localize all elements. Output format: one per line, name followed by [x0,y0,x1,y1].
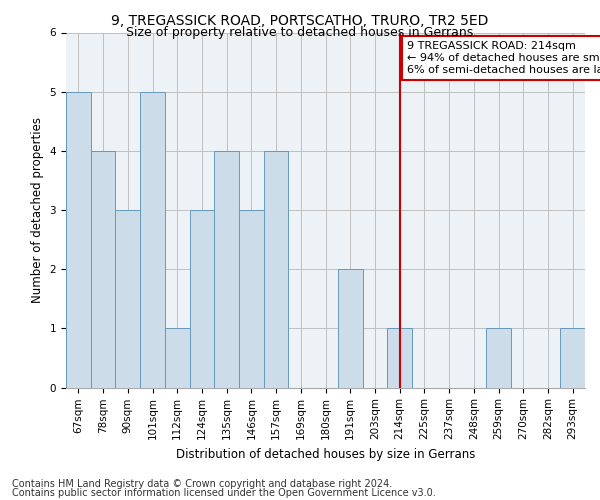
Bar [214,151,239,388]
Text: 9 TREGASSICK ROAD: 214sqm
← 94% of detached houses are smaller (34)
6% of semi-d: 9 TREGASSICK ROAD: 214sqm ← 94% of detac… [407,42,600,74]
X-axis label: Distribution of detached houses by size in Gerrans: Distribution of detached houses by size … [176,448,475,460]
Text: Contains public sector information licensed under the Open Government Licence v3: Contains public sector information licen… [12,488,436,498]
Bar [66,92,91,388]
Bar [560,328,585,388]
Text: 9, TREGASSICK ROAD, PORTSCATHO, TRURO, TR2 5ED: 9, TREGASSICK ROAD, PORTSCATHO, TRURO, T… [112,14,488,28]
Bar [387,328,412,388]
Text: Size of property relative to detached houses in Gerrans: Size of property relative to detached ho… [127,26,473,39]
Text: Contains HM Land Registry data © Crown copyright and database right 2024.: Contains HM Land Registry data © Crown c… [12,479,392,489]
Bar [140,92,165,388]
Bar [486,328,511,388]
Bar [115,210,140,388]
Y-axis label: Number of detached properties: Number of detached properties [31,117,44,303]
Bar [165,328,190,388]
Bar [190,210,214,388]
Bar [91,151,115,388]
Bar [264,151,289,388]
Bar [239,210,264,388]
Bar [338,269,362,388]
